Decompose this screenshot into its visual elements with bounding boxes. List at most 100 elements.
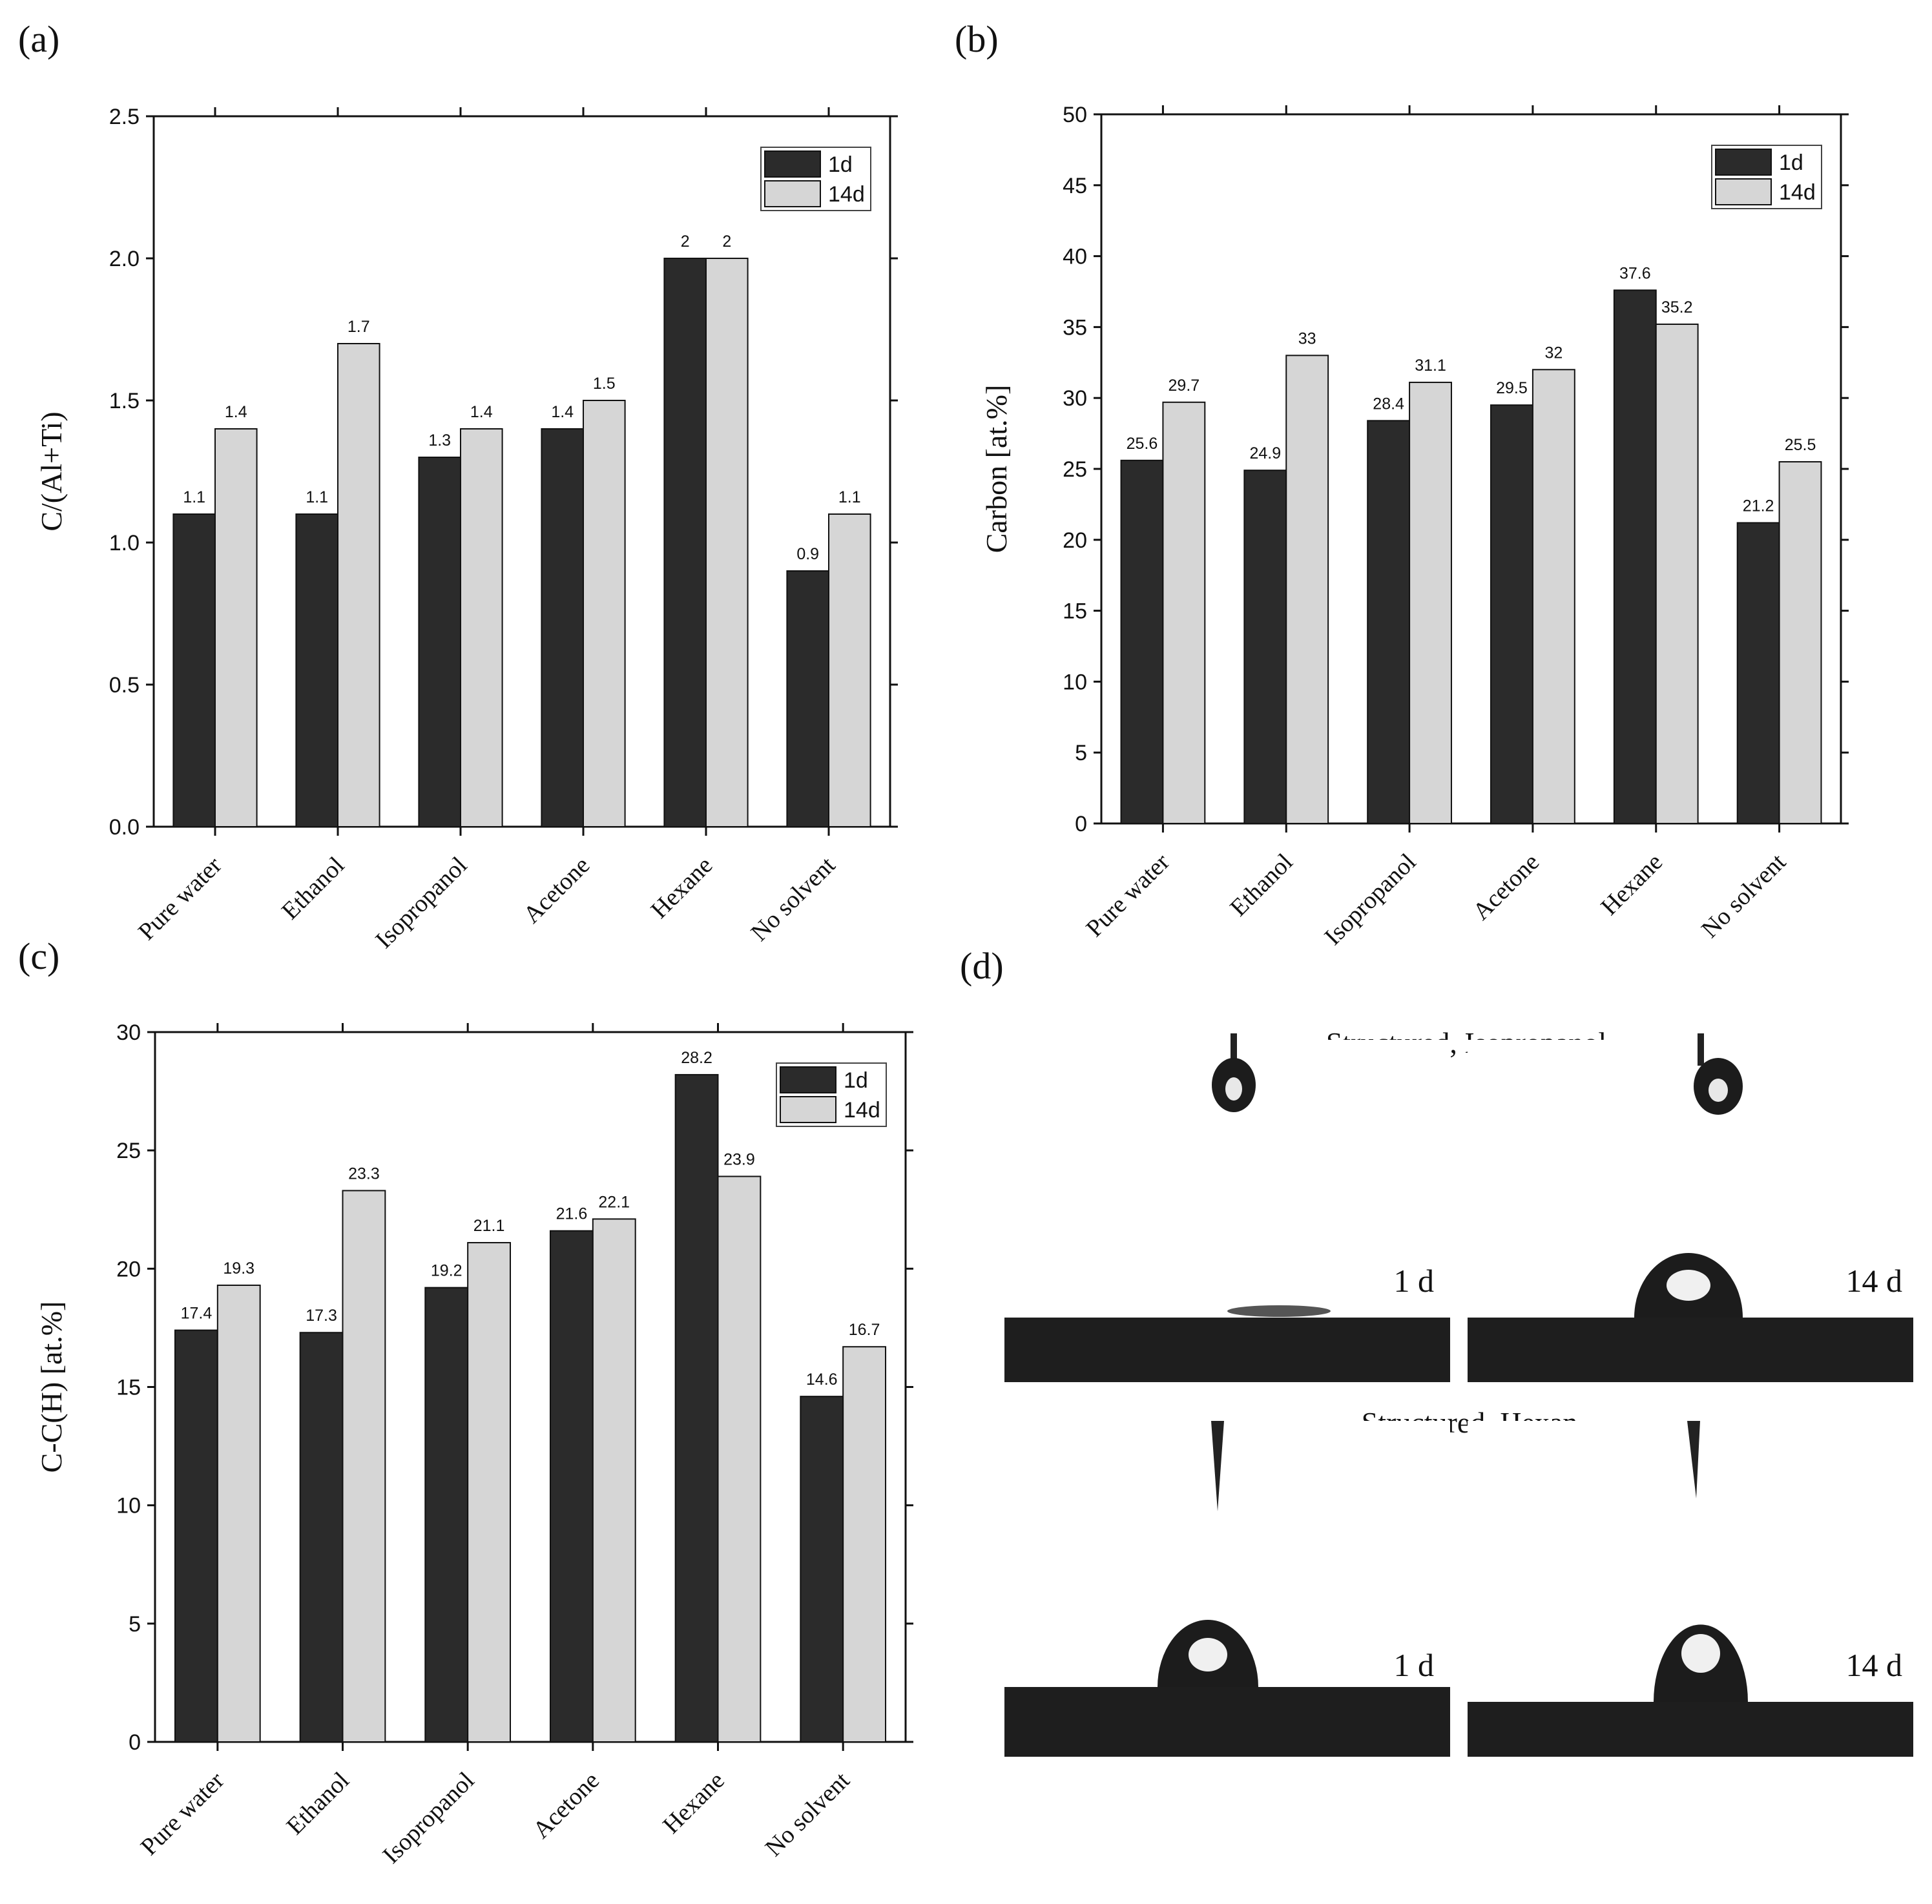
y-tick-label: 20 <box>116 1257 141 1281</box>
x-category-label: Pure water <box>1081 848 1175 942</box>
x-category-label: Ethanol <box>282 1767 355 1840</box>
legend-swatch-14d <box>1715 178 1772 205</box>
chart-b: 0 5 10 15 20 25 30 35 40 45 50 Carbon [at.%] 25.6 29.… <box>980 103 1849 951</box>
bar-value-label: 21.2 <box>1743 497 1774 515</box>
bar-14d <box>583 400 626 827</box>
bar-1d <box>1243 470 1287 824</box>
bar-14d <box>214 428 258 827</box>
panel-c-label: (c) <box>18 935 59 977</box>
photo-label-1d: 1 d <box>1394 1263 1435 1299</box>
y-tick-label: 2.0 <box>109 247 140 271</box>
photo-hexan-1d: 1 d <box>1004 1421 1450 1757</box>
x-category-label: Acetone <box>528 1767 605 1844</box>
bar-1d <box>424 1287 469 1743</box>
y-tick-label: 15 <box>116 1376 141 1400</box>
y-tick-label: 1.0 <box>109 531 140 555</box>
y-tick-label: 25 <box>1063 457 1087 482</box>
bar-value-label: 28.4 <box>1373 395 1404 413</box>
bar-value-label: 22.1 <box>598 1193 630 1211</box>
y-tick-label: 5 <box>1075 741 1087 765</box>
bar-1d <box>674 1073 719 1743</box>
plot-frame <box>154 1031 907 1743</box>
bar-1d <box>663 258 707 827</box>
y-tick-label: 5 <box>129 1612 141 1637</box>
y-tick-label: 20 <box>1063 528 1087 553</box>
x-category-label: Pure water <box>136 1766 230 1861</box>
y-tick-label: 0 <box>129 1730 141 1755</box>
y-tick-label: 40 <box>1063 245 1087 269</box>
bar-1d <box>299 1332 344 1743</box>
bar-value-label: 17.3 <box>306 1307 337 1325</box>
x-category-label: Ethanol <box>276 852 349 925</box>
bar-1d <box>295 513 338 827</box>
y-tick-label: 30 <box>1063 386 1087 411</box>
bar-1d <box>1613 289 1657 824</box>
bar-14d <box>705 258 749 827</box>
bar-value-label: 33 <box>1298 329 1316 347</box>
y-tick-label: 15 <box>1063 599 1087 624</box>
bar-1d <box>1490 404 1533 824</box>
y-tick-label: 2.5 <box>109 105 140 129</box>
legend-label-1d: 1d <box>1779 150 1803 175</box>
bar-value-label: 1.5 <box>593 375 616 393</box>
bar-value-label: 23.9 <box>723 1150 755 1168</box>
legend-swatch-1d <box>764 150 821 178</box>
bar-value-label: 1.3 <box>428 431 451 450</box>
bar-value-label: 35.2 <box>1661 298 1693 316</box>
bar-1d <box>418 457 462 827</box>
x-category-label: Acetone <box>518 852 595 929</box>
bar-value-label: 25.6 <box>1127 435 1158 453</box>
bar-1d <box>541 428 585 827</box>
bar-14d <box>216 1284 261 1743</box>
bar-1d <box>1736 522 1780 824</box>
y-tick-label: 0.0 <box>109 815 140 840</box>
photo-label-1d: 1 d <box>1394 1647 1435 1683</box>
bar-value-label: 1.1 <box>306 488 328 506</box>
bar-value-label: 24.9 <box>1249 444 1281 462</box>
bar-value-label: 31.1 <box>1415 357 1446 375</box>
legend-label-14d: 14d <box>828 182 865 207</box>
bar-1d <box>786 570 830 827</box>
bar-14d <box>842 1346 887 1743</box>
bar-value-label: 16.7 <box>849 1321 880 1339</box>
bar-1d <box>1120 459 1164 824</box>
y-axis-label: C/(Al+Ti) <box>35 411 68 531</box>
x-category-label: Acetone <box>1468 849 1544 926</box>
x-category-label: Pure water <box>133 851 227 946</box>
bar-14d <box>1655 324 1699 824</box>
legend-label-14d: 14d <box>844 1098 880 1123</box>
x-category-label: Hexane <box>658 1767 730 1839</box>
chart-c: 0 5 10 15 20 25 30 C-C(H) [at.%] 17.4 19.3 Pure wa… <box>35 1020 913 1869</box>
bar-value-label: 1.4 <box>470 403 493 421</box>
contact-angle-photos: Structured, Isopropanol 1 d 14 d Structu… <box>1004 1026 1913 1757</box>
bar-1d <box>174 1329 218 1743</box>
bar-value-label: 37.6 <box>1619 264 1651 282</box>
legend-swatch-14d <box>780 1096 836 1123</box>
legend-label-1d: 1d <box>828 152 853 177</box>
photo-isopropanol-1d: 1 d <box>1004 1033 1450 1382</box>
bar-value-label: 2 <box>722 233 731 251</box>
x-category-label: Isopropanol <box>377 1767 479 1869</box>
photo-label-14d: 14 d <box>1846 1647 1903 1683</box>
bar-value-label: 17.4 <box>181 1305 213 1323</box>
legend-label-14d: 14d <box>1779 180 1816 205</box>
x-category-label: No solvent <box>1696 848 1791 943</box>
bar-value-label: 21.6 <box>556 1205 588 1223</box>
bar-14d <box>1532 369 1575 824</box>
x-category-label: Hexane <box>1595 849 1668 921</box>
bar-value-label: 29.7 <box>1169 377 1200 395</box>
bar-value-label: 14.6 <box>806 1371 838 1389</box>
y-tick-label: 10 <box>116 1494 141 1518</box>
bar-value-label: 1.4 <box>551 403 574 421</box>
y-tick-label: 0.5 <box>109 673 140 698</box>
bar-14d <box>717 1175 762 1743</box>
y-tick-label: 35 <box>1063 315 1087 340</box>
bar-14d <box>1409 382 1452 824</box>
bar-value-label: 1.1 <box>183 488 205 506</box>
x-category-label: No solvent <box>760 1766 855 1861</box>
bar-14d <box>467 1242 512 1743</box>
panel-a-label: (a) <box>18 18 59 60</box>
x-category-label: Hexane <box>646 852 718 924</box>
bar-value-label: 19.3 <box>223 1259 254 1278</box>
